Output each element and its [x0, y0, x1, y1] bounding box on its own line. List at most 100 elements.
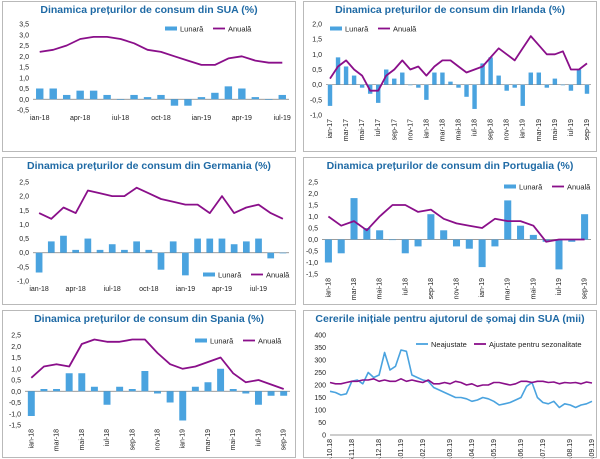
y-tick-label: 3,5 — [19, 22, 29, 29]
x-tick-label: nov-18 — [454, 278, 461, 300]
x-tick-label: ian-19 — [176, 286, 196, 293]
bar-lunara — [529, 234, 537, 240]
y-tick-label: -1,0 — [17, 279, 29, 286]
bar-lunara — [267, 391, 275, 396]
bar-lunara — [90, 386, 98, 392]
x-tick-label: sep-18 — [428, 278, 435, 300]
bar-lunara — [350, 198, 358, 240]
bar-lunara — [576, 69, 582, 85]
bar-lunara — [166, 391, 174, 403]
x-tick-label: mai-18 — [79, 429, 86, 451]
y-tick-label: -1,0 — [306, 260, 318, 267]
bar-lunara — [36, 88, 44, 100]
bar-lunara — [62, 94, 71, 100]
chart-svg: -1,5 -1,0 -0,5 0,0 0,5 1,0 1,5 2,0 2,5 ian-18 mar-… — [9, 333, 290, 451]
bar-lunara — [108, 244, 116, 253]
x-tick-label: sep-19 — [582, 278, 589, 300]
y-tick-label: 0,0 — [312, 82, 322, 89]
bar-lunara — [408, 84, 413, 86]
y-tick-label: 100 — [314, 408, 326, 415]
y-tick-label: 0,0 — [308, 237, 318, 244]
chart-svg: -1,5 -1,0 -0,5 0,0 0,5 1,0 1,5 2,0 2,5 ian-18 mar-… — [306, 180, 591, 301]
x-tick-label: sep-19 — [584, 119, 591, 141]
x-tick-label: mai-19 — [552, 119, 559, 141]
bar-lunara — [504, 200, 512, 240]
x-tick-label: mar-19 — [205, 429, 212, 451]
legend-label-lunara: Lunară — [210, 337, 234, 346]
x-tick-label: 06.03.19 — [447, 439, 454, 459]
chart-panel-somaj: Cererile inițiale pentru ajutorul de șom… — [303, 310, 597, 459]
legend-label-anuala: Anuală — [228, 25, 252, 34]
bar-lunara — [224, 86, 233, 100]
bar-lunara — [478, 239, 486, 268]
chart-panel-germania: Dinamica prețurilor de consum din German… — [2, 157, 296, 305]
y-tick-label: 250 — [314, 370, 326, 377]
bar-lunara — [327, 84, 333, 106]
chart-panel-irlanda: Dinamica prețurilor de consum din Irland… — [303, 1, 597, 152]
bar-lunara — [121, 249, 128, 253]
line-anuala — [30, 338, 285, 390]
legend-label-lunara: Lunară — [180, 25, 204, 34]
bar-lunara — [133, 241, 140, 253]
bar-lunara — [145, 249, 153, 253]
bar-lunara — [65, 373, 73, 392]
x-tick-label: mar-19 — [536, 119, 543, 141]
y-tick-label: 200 — [314, 383, 326, 390]
y-tick-label: 350 — [314, 345, 326, 352]
bar-lunara — [89, 90, 98, 100]
y-tick-label: 2,5 — [11, 333, 21, 340]
y-tick-label: 1,5 — [19, 208, 29, 215]
y-tick-label: -0,5 — [306, 249, 318, 256]
y-tick-label: -1,5 — [9, 423, 21, 430]
bar-lunara — [206, 238, 214, 253]
x-tick-label: 06.11.18 — [349, 439, 356, 459]
x-tick-label: mai-17 — [359, 119, 366, 141]
x-tick-label: iul-18 — [402, 278, 409, 295]
x-tick-label: mar-18 — [439, 119, 446, 141]
x-tick-label: mai-18 — [377, 278, 384, 300]
y-tick-label: 2,0 — [312, 22, 322, 29]
chart-svg: -1,0 -0,5 0,0 0,5 1,0 1,5 2,0 2,5 ian-18 apr-18 iu… — [17, 180, 290, 294]
x-tick-label: apr-19 — [212, 286, 232, 293]
y-tick-label: -0,5 — [17, 264, 29, 271]
bar-lunara — [448, 81, 453, 85]
y-tick-label: 0,5 — [308, 226, 318, 233]
y-tick-label: 2,0 — [308, 191, 318, 198]
bar-lunara — [512, 84, 517, 88]
x-tick-label: mai-19 — [530, 278, 537, 300]
y-tick-label: 150 — [314, 395, 326, 402]
x-tick-label: ian-19 — [180, 429, 187, 449]
y-tick-label: 1,0 — [312, 52, 322, 59]
bar-lunara — [60, 235, 67, 253]
x-tick-label: 06.02.19 — [420, 439, 427, 459]
bar-lunara — [96, 249, 104, 253]
bar-lunara — [72, 249, 80, 253]
bar-lunara — [279, 252, 287, 254]
x-tick-label: mai-18 — [456, 119, 463, 141]
bar-lunara — [141, 371, 149, 392]
bar-lunara — [128, 389, 136, 392]
bar-lunara — [197, 97, 206, 100]
x-tick-label: apr-18 — [66, 286, 86, 293]
x-tick-label: 06.09.19 — [589, 439, 596, 459]
y-tick-label: 0,0 — [19, 97, 29, 104]
bar-lunara — [194, 238, 201, 253]
legend-swatch-lunara — [330, 26, 342, 31]
bar-lunara — [504, 84, 509, 91]
bar-lunara — [184, 99, 192, 106]
bar-lunara — [242, 391, 250, 394]
y-tick-label: -0,5 — [17, 108, 29, 115]
bar-lunara — [78, 373, 86, 392]
x-tick-label: oct-18 — [151, 115, 171, 122]
bar-lunara — [40, 389, 48, 392]
bar-lunara — [552, 78, 558, 85]
bar-lunara — [116, 386, 124, 392]
x-tick-label: mai-19 — [230, 429, 237, 451]
bar-lunara — [392, 78, 397, 85]
x-tick-label: sep-19 — [281, 429, 288, 451]
legend-label-anuala: Anuală — [567, 183, 591, 192]
bar-lunara — [191, 386, 199, 392]
bar-lunara — [103, 391, 111, 405]
legend-label-neajustate: Neajustate — [431, 340, 467, 349]
x-tick-label: iul-19 — [568, 119, 575, 136]
